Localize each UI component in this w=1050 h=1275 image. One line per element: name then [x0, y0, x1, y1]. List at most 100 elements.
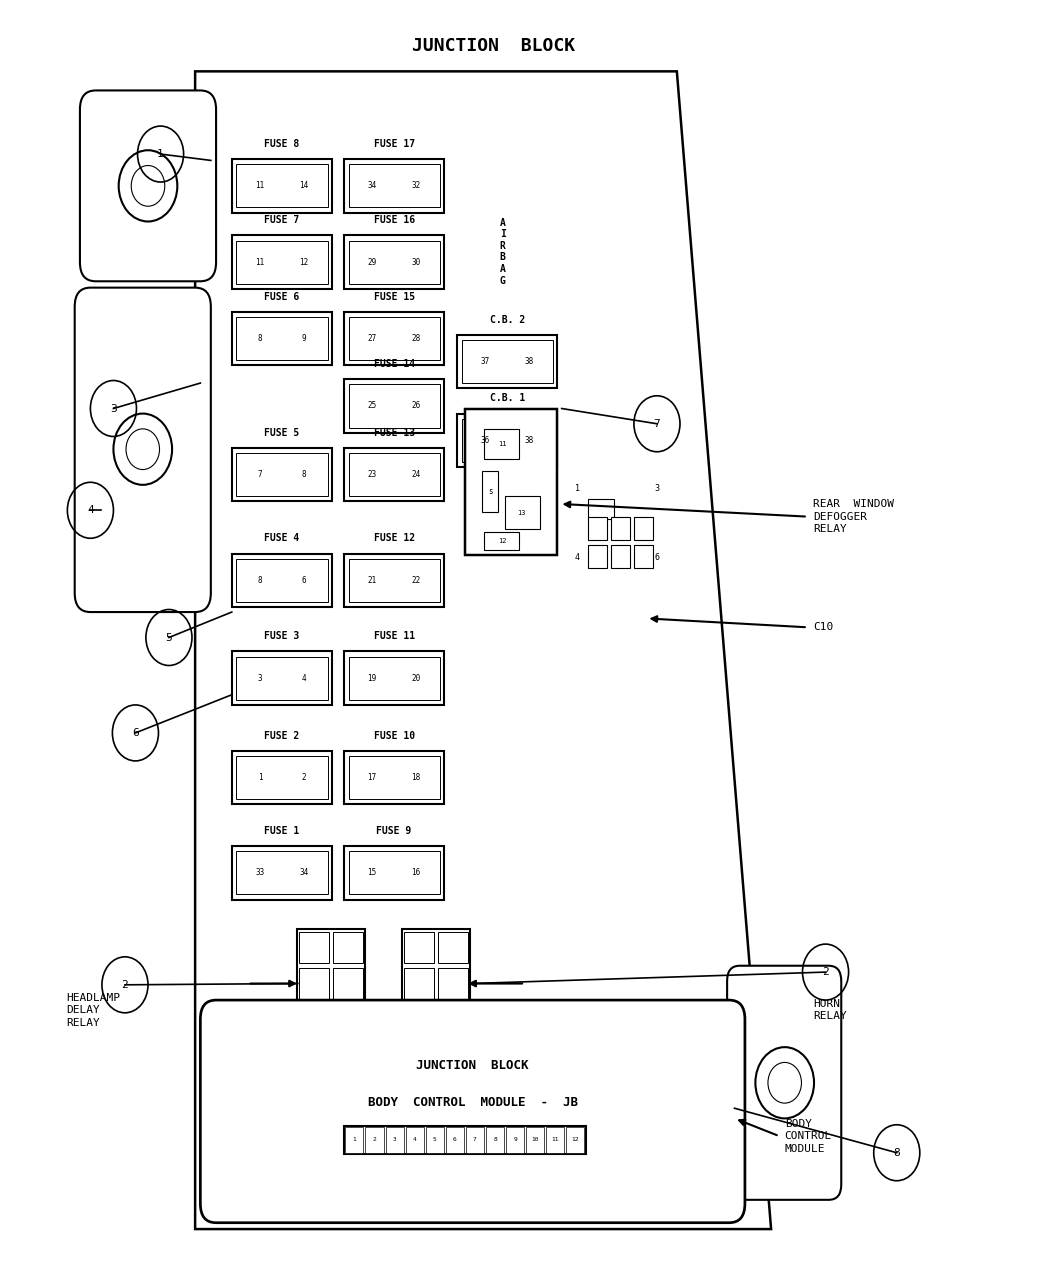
FancyBboxPatch shape	[232, 751, 332, 805]
Text: 18: 18	[412, 773, 421, 782]
FancyBboxPatch shape	[611, 544, 630, 567]
Text: 29: 29	[368, 258, 377, 266]
FancyBboxPatch shape	[344, 652, 444, 705]
FancyBboxPatch shape	[299, 932, 329, 963]
Text: 3: 3	[393, 1137, 397, 1142]
Text: 22: 22	[412, 576, 421, 585]
Text: 28: 28	[412, 334, 421, 343]
Text: 2: 2	[373, 1137, 376, 1142]
Text: 4: 4	[87, 505, 93, 515]
Text: 6: 6	[654, 553, 659, 562]
FancyBboxPatch shape	[404, 1005, 434, 1035]
Text: REAR  WINDOW
DEFOGGER
RELAY: REAR WINDOW DEFOGGER RELAY	[813, 500, 894, 534]
Text: C.B. 2: C.B. 2	[489, 315, 525, 325]
Text: BODY
CONTROL
MODULE: BODY CONTROL MODULE	[784, 1118, 832, 1154]
FancyBboxPatch shape	[466, 1127, 484, 1153]
Text: 32: 32	[412, 181, 421, 190]
Text: FUSE 6: FUSE 6	[265, 292, 299, 302]
Text: FUSE 16: FUSE 16	[374, 215, 415, 226]
Polygon shape	[195, 71, 771, 1229]
Text: 23: 23	[368, 470, 377, 479]
FancyBboxPatch shape	[349, 164, 440, 208]
FancyBboxPatch shape	[333, 968, 363, 1000]
Text: 1: 1	[158, 149, 164, 159]
Text: FUSE 12: FUSE 12	[374, 533, 415, 543]
FancyBboxPatch shape	[588, 544, 607, 567]
Text: BODY  CONTROL  MODULE  -  JB: BODY CONTROL MODULE - JB	[368, 1095, 578, 1109]
FancyBboxPatch shape	[588, 499, 614, 519]
FancyBboxPatch shape	[299, 1005, 329, 1035]
FancyBboxPatch shape	[462, 340, 552, 382]
FancyBboxPatch shape	[236, 164, 328, 208]
Text: 26: 26	[412, 402, 421, 411]
FancyBboxPatch shape	[232, 236, 332, 289]
FancyBboxPatch shape	[344, 553, 444, 607]
FancyBboxPatch shape	[349, 317, 440, 360]
FancyBboxPatch shape	[232, 159, 332, 213]
FancyBboxPatch shape	[333, 932, 363, 963]
FancyBboxPatch shape	[232, 448, 332, 501]
FancyBboxPatch shape	[232, 553, 332, 607]
Text: FUSE 4: FUSE 4	[265, 533, 299, 543]
Text: 2: 2	[122, 979, 128, 989]
FancyBboxPatch shape	[344, 159, 444, 213]
Text: FUSE 13: FUSE 13	[374, 427, 415, 437]
FancyBboxPatch shape	[349, 756, 440, 799]
Text: 6: 6	[132, 728, 139, 738]
Text: 17: 17	[368, 773, 377, 782]
Text: 2: 2	[822, 968, 828, 977]
FancyBboxPatch shape	[232, 652, 332, 705]
FancyBboxPatch shape	[344, 312, 444, 365]
FancyBboxPatch shape	[344, 751, 444, 805]
Text: 12: 12	[299, 258, 309, 266]
Text: 5: 5	[433, 1137, 437, 1142]
Text: 34: 34	[368, 181, 377, 190]
Text: 16: 16	[412, 868, 421, 877]
FancyBboxPatch shape	[446, 1127, 464, 1153]
FancyBboxPatch shape	[236, 657, 328, 700]
Text: FUSE 1: FUSE 1	[265, 826, 299, 836]
FancyBboxPatch shape	[345, 1127, 363, 1153]
Text: s: s	[488, 487, 492, 496]
Text: 8: 8	[301, 470, 307, 479]
Text: 12: 12	[572, 1137, 580, 1142]
Text: 11: 11	[551, 1137, 560, 1142]
FancyBboxPatch shape	[567, 1127, 585, 1153]
Text: 38: 38	[524, 357, 533, 366]
Text: 3: 3	[654, 484, 659, 493]
Text: 11: 11	[255, 181, 265, 190]
Text: FUSE 2: FUSE 2	[265, 731, 299, 741]
Text: 37: 37	[481, 357, 490, 366]
FancyBboxPatch shape	[402, 929, 470, 1038]
Text: 7: 7	[653, 418, 660, 428]
FancyBboxPatch shape	[405, 1127, 424, 1153]
FancyBboxPatch shape	[349, 453, 440, 496]
FancyBboxPatch shape	[506, 1127, 524, 1153]
FancyBboxPatch shape	[486, 1127, 504, 1153]
Text: 3: 3	[258, 673, 262, 682]
Text: FUSE 11: FUSE 11	[374, 631, 415, 641]
FancyBboxPatch shape	[349, 558, 440, 602]
FancyBboxPatch shape	[232, 312, 332, 365]
Text: 3: 3	[110, 403, 117, 413]
Text: 7: 7	[258, 470, 262, 479]
Text: 1: 1	[574, 484, 580, 493]
Text: 8: 8	[894, 1148, 900, 1158]
FancyBboxPatch shape	[349, 241, 440, 284]
FancyBboxPatch shape	[344, 236, 444, 289]
Text: A
I
R
B
A
G: A I R B A G	[500, 218, 506, 286]
FancyBboxPatch shape	[482, 470, 498, 511]
Text: 9: 9	[513, 1137, 517, 1142]
Text: 38: 38	[524, 436, 533, 445]
FancyBboxPatch shape	[344, 448, 444, 501]
FancyBboxPatch shape	[588, 516, 607, 539]
Text: FUSE 5: FUSE 5	[265, 427, 299, 437]
FancyBboxPatch shape	[484, 428, 519, 459]
FancyBboxPatch shape	[349, 384, 440, 427]
Text: 7: 7	[474, 1137, 477, 1142]
FancyBboxPatch shape	[438, 968, 468, 1000]
FancyBboxPatch shape	[232, 847, 332, 900]
Text: 8: 8	[258, 334, 262, 343]
Text: 34: 34	[299, 868, 309, 877]
FancyBboxPatch shape	[611, 516, 630, 539]
